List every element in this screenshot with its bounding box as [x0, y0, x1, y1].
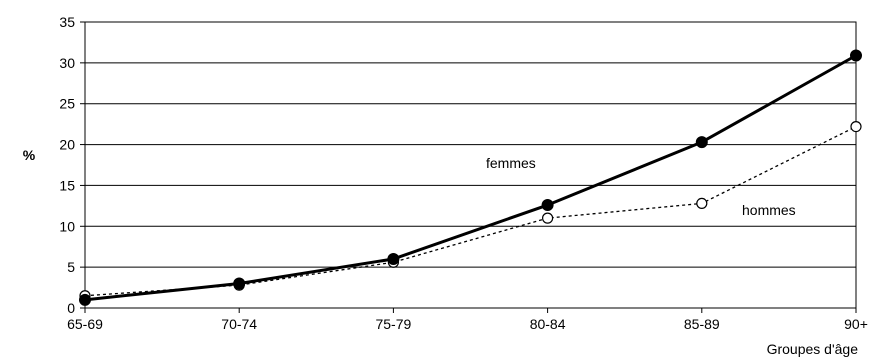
x-tick-label: 90+: [844, 316, 868, 332]
data-point: [541, 199, 554, 212]
x-tick-label: 75-79: [375, 316, 411, 332]
series-line-femmes: [84, 54, 857, 302]
y-tick-label: 10: [59, 218, 75, 234]
y-tick-label: 0: [67, 300, 75, 316]
data-point: [695, 136, 708, 149]
gridlines: [85, 62, 856, 268]
data-point: [696, 197, 708, 210]
series-femmes: [79, 49, 862, 306]
x-tick-label: 65-69: [67, 316, 103, 332]
y-tick-label: 5: [67, 259, 75, 275]
data-point: [850, 49, 862, 62]
y-tick-label: 15: [59, 177, 75, 193]
data-point: [233, 277, 246, 290]
series-label-femmes: femmes: [486, 155, 536, 171]
data-point: [541, 212, 554, 224]
plot-area-frame: [84, 21, 857, 309]
x-tick-label: 80-84: [530, 316, 566, 332]
y-axis-ticks: 0 5 10 15 20 25 30 35: [59, 14, 85, 316]
y-tick-label: 25: [59, 96, 75, 112]
y-tick-label: 20: [59, 137, 75, 153]
x-tick-label: 70-74: [221, 316, 257, 332]
x-axis-label: Groupes d'âge: [767, 341, 859, 357]
data-point: [79, 293, 91, 306]
y-axis-label: %: [23, 147, 36, 163]
series-layer: [79, 49, 862, 306]
y-tick-label: 30: [59, 55, 75, 71]
y-tick-label: 35: [59, 14, 75, 30]
data-point: [850, 120, 862, 133]
x-axis-ticks: 65-69 70-74 75-79 80-84 85-89 90+: [67, 308, 868, 332]
series-label-hommes: hommes: [742, 202, 796, 218]
data-point: [387, 252, 400, 265]
series-line-hommes: [84, 126, 857, 297]
x-tick-label: 85-89: [684, 316, 720, 332]
